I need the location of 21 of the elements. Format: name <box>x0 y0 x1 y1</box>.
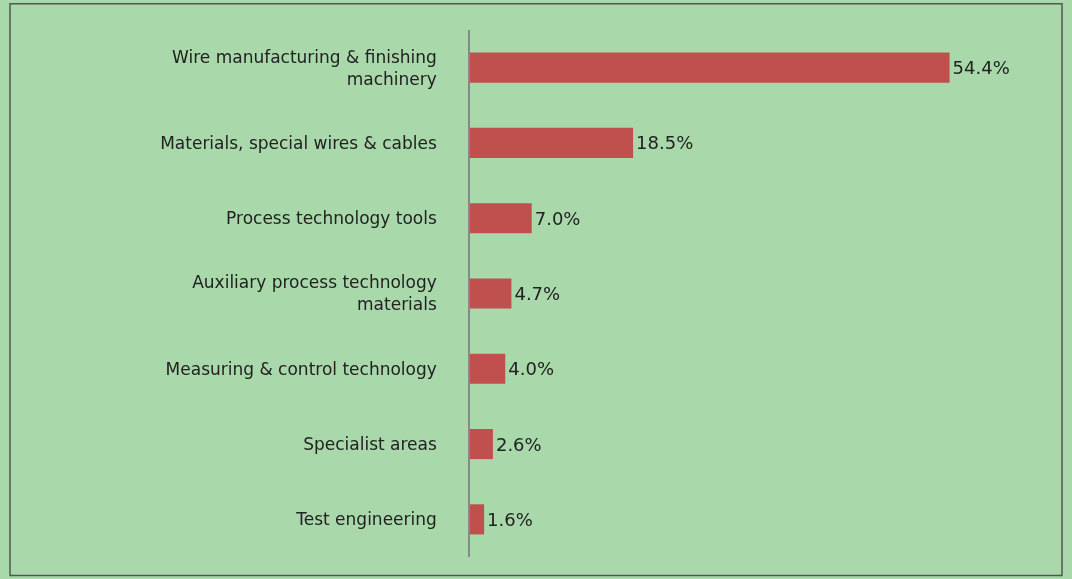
y-tick-label: Auxiliary process technology materials <box>192 272 437 315</box>
y-tick-label: Test engineering <box>295 509 437 530</box>
data-label: 2.6% <box>495 433 542 455</box>
bar <box>470 353 506 384</box>
data-label: 4.7% <box>514 283 561 304</box>
data-label: 4.0% <box>508 358 554 380</box>
data-label: 7.0% <box>534 207 581 229</box>
y-tick-label: Process technology tools <box>226 208 437 229</box>
y-tick-label: Materials, special wires & cables <box>160 132 437 153</box>
bar <box>470 52 950 83</box>
bar <box>470 278 512 309</box>
bar <box>470 127 634 158</box>
data-label: 54.4% <box>952 57 1010 79</box>
data-label: 18.5% <box>636 132 694 154</box>
bar <box>470 203 532 234</box>
y-tick-label: Measuring & control technology <box>165 358 437 379</box>
y-tick-label: Wire manufacturing & finishing machinery <box>172 46 437 89</box>
bar <box>470 504 485 535</box>
y-tick-label: Specialist areas <box>303 434 437 455</box>
bar <box>470 429 493 460</box>
data-label: 1.6% <box>487 508 533 530</box>
